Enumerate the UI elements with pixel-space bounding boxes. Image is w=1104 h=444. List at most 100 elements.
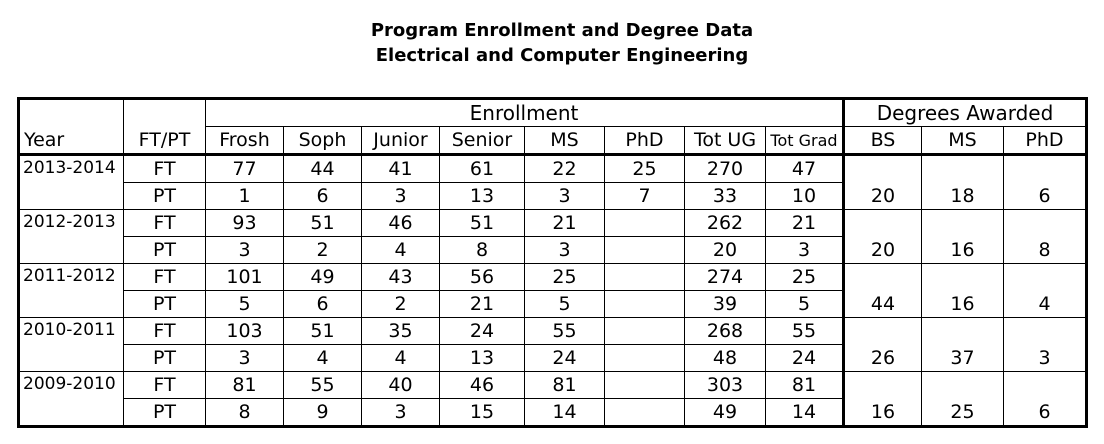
year-cell: 2012-2013 <box>17 209 124 264</box>
cell-tot-grad: 47 <box>765 154 844 183</box>
cell-soph: 6 <box>283 290 362 318</box>
table-row: PT 1 6 3 13 3 7 33 10 <box>19 182 1087 210</box>
cell-frosh: 93 <box>205 209 284 237</box>
cell-phd <box>604 371 685 399</box>
cell-junior: 43 <box>361 263 440 291</box>
cell-phd <box>604 263 685 291</box>
cell-ms: 81 <box>524 371 605 399</box>
ftpt-cell: PT <box>123 290 206 318</box>
cell-soph: 4 <box>283 344 362 372</box>
cell-phd <box>604 290 685 318</box>
cell-senior: 56 <box>439 263 525 291</box>
header-deg-ms: MS <box>921 126 1004 156</box>
cell-senior: 13 <box>439 182 525 210</box>
header-ftpt: FT/PT <box>123 126 206 156</box>
degree-bs: 20 <box>842 209 922 264</box>
cell-tot-grad: 3 <box>765 236 844 264</box>
header-phd: PhD <box>604 126 685 156</box>
header-degrees-group: Degrees Awarded <box>842 97 1088 127</box>
cell-tot-grad: 24 <box>765 344 844 372</box>
cell-phd <box>604 236 685 264</box>
cell-tot-ug: 268 <box>684 317 766 345</box>
cell-frosh: 101 <box>205 263 284 291</box>
cell-ms: 21 <box>524 209 605 237</box>
ftpt-cell: PT <box>123 344 206 372</box>
header-tot-ug: Tot UG <box>684 126 766 156</box>
header-frosh: Frosh <box>205 126 284 156</box>
cell-ms: 3 <box>524 236 605 264</box>
degree-phd: 8 <box>1003 209 1088 264</box>
cell-junior: 3 <box>361 398 440 428</box>
degree-bs: 44 <box>842 263 922 318</box>
cell-tot-ug: 274 <box>684 263 766 291</box>
cell-frosh: 81 <box>205 371 284 399</box>
degree-bs: 16 <box>842 371 922 428</box>
table-row: 2012-2013 FT 93 51 46 51 21 262 21 20 16 8 <box>17 209 1088 264</box>
cell-soph: 51 <box>283 209 362 237</box>
cell-phd: 25 <box>604 154 685 183</box>
cell-junior: 35 <box>361 317 440 345</box>
cell-ms: 14 <box>524 398 605 428</box>
title-line-2: Electrical and Computer Engineering <box>375 45 749 66</box>
table-row: 2011-2012 FT 101 49 43 56 25 274 25 44 16 4 <box>17 263 1088 318</box>
cell-ms: 24 <box>524 344 605 372</box>
cell-tot-grad: 21 <box>765 209 844 237</box>
cell-ms: 3 <box>524 182 605 210</box>
year-cell: 2011-2012 <box>17 263 124 318</box>
degree-phd: 6 <box>1003 154 1088 210</box>
cell-junior: 4 <box>361 236 440 264</box>
ftpt-cell: FT <box>123 263 206 291</box>
cell-tot-grad: 14 <box>765 398 844 428</box>
header-year: Year <box>17 126 124 156</box>
degree-phd: 4 <box>1003 263 1088 318</box>
year-cell: 2013-2014 <box>17 154 124 210</box>
cell-frosh: 77 <box>205 154 284 183</box>
cell-frosh: 8 <box>205 398 284 428</box>
cell-tot-ug: 270 <box>684 154 766 183</box>
cell-senior: 21 <box>439 290 525 318</box>
cell-tot-ug: 33 <box>684 182 766 210</box>
page-title: Program Enrollment and Degree Data Elect… <box>10 18 1104 68</box>
cell-junior: 41 <box>361 154 440 183</box>
ftpt-cell: PT <box>123 182 206 210</box>
ftpt-cell: FT <box>123 317 206 345</box>
cell-soph: 9 <box>283 398 362 428</box>
cell-tot-grad: 55 <box>765 317 844 345</box>
ftpt-cell: PT <box>123 398 206 428</box>
title-line-1: Program Enrollment and Degree Data <box>370 20 754 41</box>
cell-senior: 46 <box>439 371 525 399</box>
cell-soph: 44 <box>283 154 362 183</box>
cell-senior: 13 <box>439 344 525 372</box>
header-row-columns: Year FT/PT Frosh Soph Junior Senior MS P… <box>17 126 1088 156</box>
degree-ms: 37 <box>921 317 1004 372</box>
degree-bs: 26 <box>842 317 922 372</box>
table-row: 2013-2014 FT 77 44 41 61 22 25 270 47 20 18 6 <box>17 154 1088 210</box>
cell-junior: 2 <box>361 290 440 318</box>
cell-senior: 8 <box>439 236 525 264</box>
cell-tot-grad: 5 <box>765 290 844 318</box>
cell-senior: 61 <box>439 154 525 183</box>
table-row: PT 3 2 4 8 3 20 3 <box>19 236 1087 264</box>
cell-tot-ug: 49 <box>684 398 766 428</box>
table-row: 2010-2011 FT 103 51 35 24 55 268 55 26 37 3 <box>17 317 1088 372</box>
cell-ms: 22 <box>524 154 605 183</box>
cell-tot-ug: 262 <box>684 209 766 237</box>
cell-ms: 5 <box>524 290 605 318</box>
ftpt-cell: FT <box>123 371 206 399</box>
cell-frosh: 103 <box>205 317 284 345</box>
cell-junior: 46 <box>361 209 440 237</box>
cell-senior: 24 <box>439 317 525 345</box>
cell-soph: 2 <box>283 236 362 264</box>
cell-senior: 15 <box>439 398 525 428</box>
year-cell: 2010-2011 <box>17 317 124 372</box>
cell-tot-ug: 20 <box>684 236 766 264</box>
cell-soph: 55 <box>283 371 362 399</box>
cell-tot-grad: 81 <box>765 371 844 399</box>
cell-junior: 40 <box>361 371 440 399</box>
cell-junior: 3 <box>361 182 440 210</box>
header-ftpt-spacer <box>123 97 206 127</box>
enrollment-degree-table: Enrollment Degrees Awarded Year FT/PT Fr… <box>17 97 1088 428</box>
cell-tot-grad: 10 <box>765 182 844 210</box>
cell-phd <box>604 209 685 237</box>
cell-tot-ug: 39 <box>684 290 766 318</box>
